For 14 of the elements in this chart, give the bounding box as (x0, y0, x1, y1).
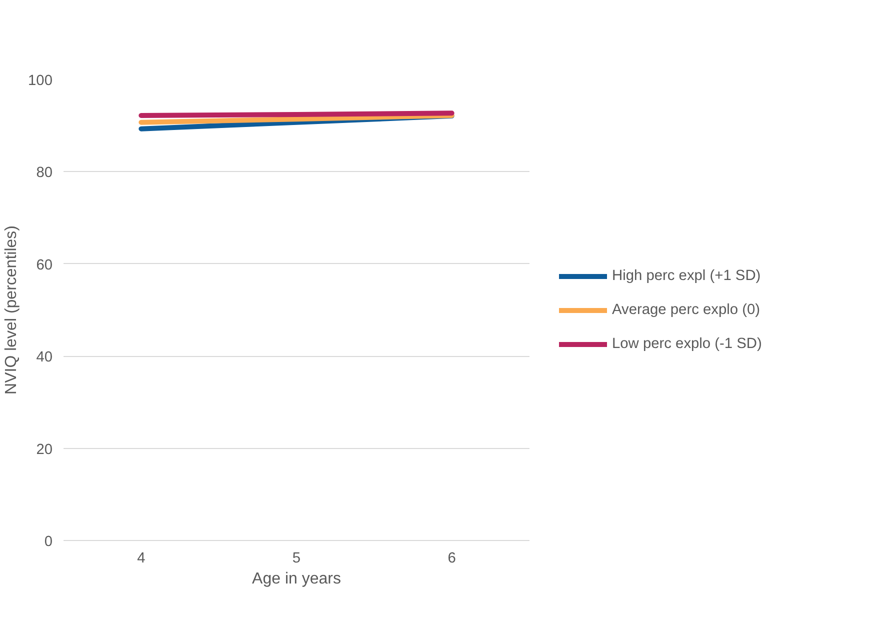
legend-label: High perc expl (+1 SD) (612, 268, 761, 284)
y-tick-label: 80 (36, 165, 53, 182)
x-tick-label: 5 (292, 550, 301, 566)
legend-label: Average perc explo (0) (612, 302, 760, 318)
y-tick-label: 20 (36, 442, 53, 458)
x-axis-title: Age in years (252, 570, 341, 588)
legend-label: Low perc explo (-1 SD) (612, 336, 762, 352)
x-tick-label: 6 (448, 550, 456, 566)
x-tick-label: 4 (137, 550, 146, 566)
y-tick-label: 40 (36, 350, 53, 366)
y-axis-title: NVIQ level (percentiles) (3, 226, 20, 394)
y-tick-label: 60 (36, 257, 53, 274)
y-tick-label: 100 (28, 73, 53, 89)
y-tick-label: 0 (44, 534, 53, 550)
